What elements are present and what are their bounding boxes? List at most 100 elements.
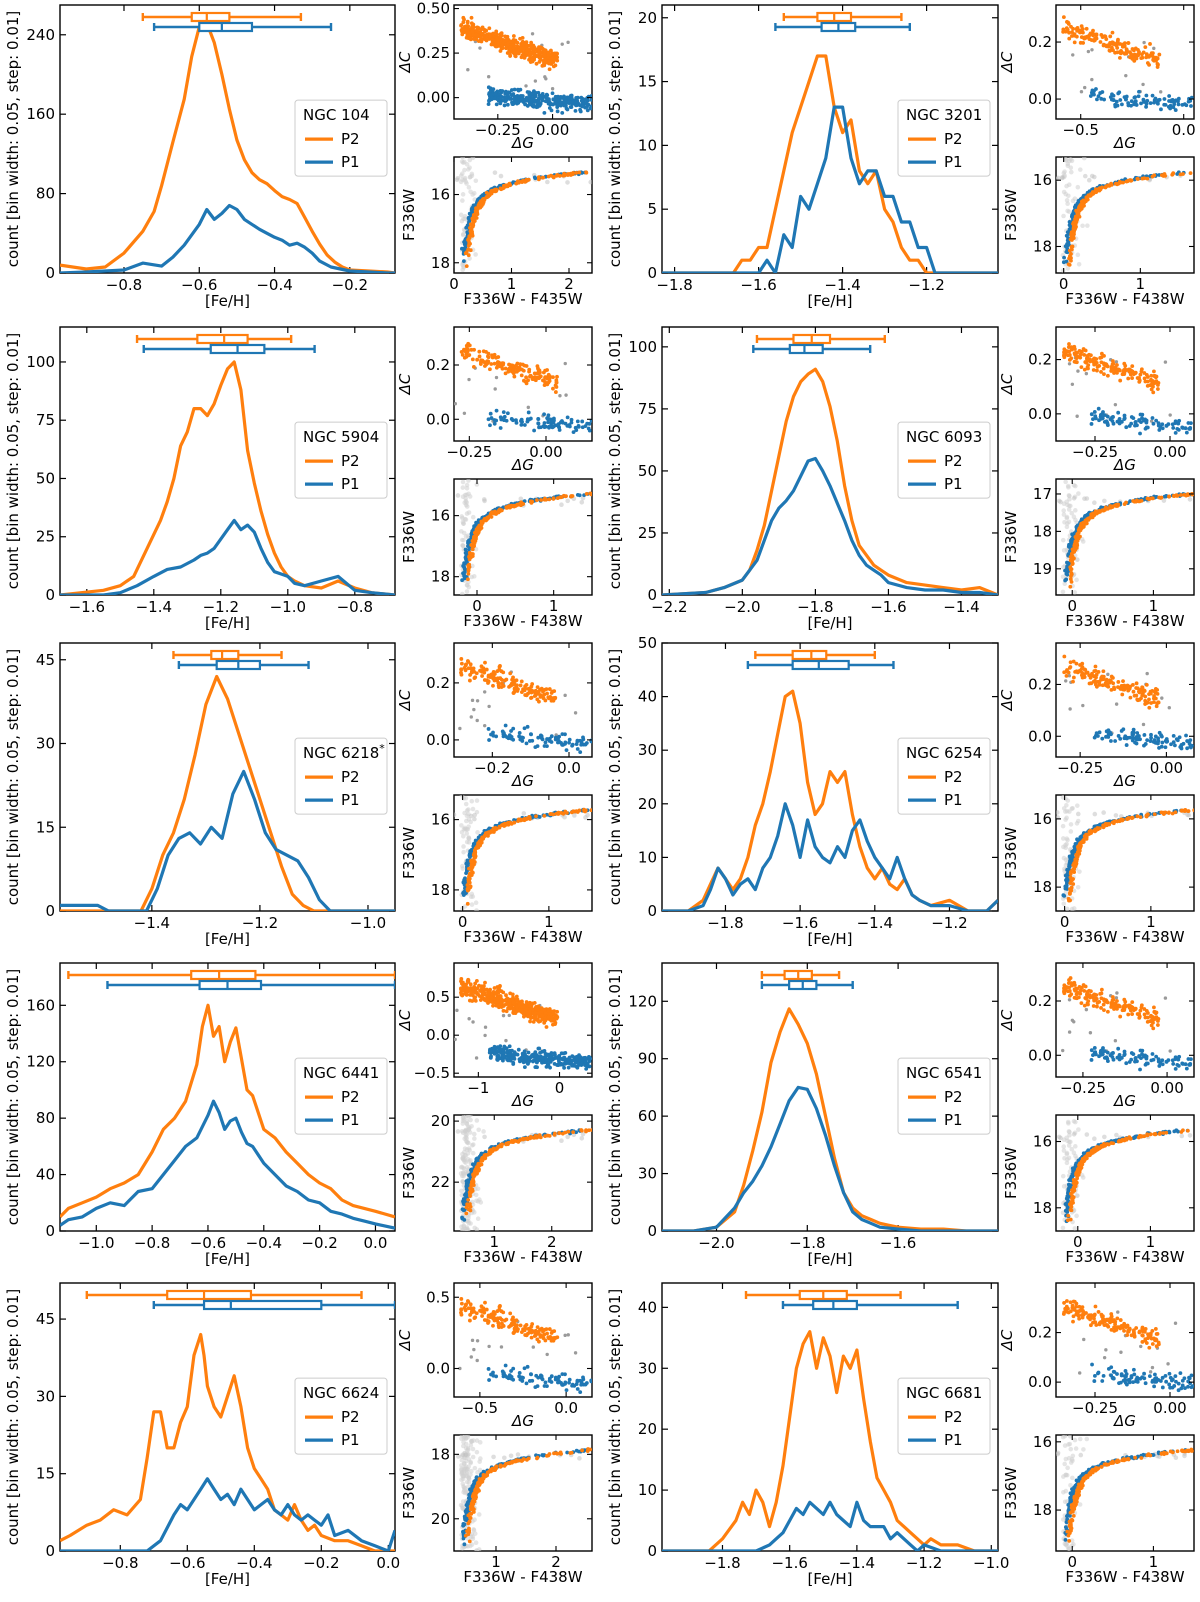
x-tick-label: −1.8: [789, 1234, 825, 1252]
x-axis-label: F336W - F438W: [463, 612, 582, 630]
chromosome-map-axes: [1055, 326, 1195, 442]
y-tick-label: 0.0: [1028, 727, 1052, 745]
panel-ngc-6441: −1.0 −0.8 −0.6 −0.4 −0.2 0.004080120160[Fe/H]…: [4, 962, 593, 1268]
x-tick-label: −0.5: [1062, 121, 1098, 139]
y-axis-label: F336W: [400, 1467, 418, 1519]
y-tick-label: 0: [45, 902, 55, 920]
x-tick-label: −1.2: [931, 914, 967, 932]
legend-title: NGC 6541: [906, 1064, 982, 1082]
x-tick-label: 1: [489, 1233, 499, 1251]
x-axis-label: ΔG: [1113, 772, 1136, 790]
boxplot-p2: [135, 333, 293, 345]
boxplot-p1: [781, 1299, 959, 1311]
legend-label-p2: P2: [341, 1088, 360, 1106]
y-axis-label: count [bin width: 0.05, step: 0.01]: [4, 649, 22, 906]
legend-label-p2: P2: [944, 1088, 963, 1106]
boxplot-p2: [754, 649, 876, 661]
y-tick-label: 30: [638, 1165, 657, 1183]
legend-title: NGC 6254: [906, 744, 982, 762]
histogram-axes: [661, 326, 999, 596]
x-tick-label: 0.0: [554, 1399, 578, 1417]
y-axis-label: count [bin width: 0.05, step: 0.01]: [606, 333, 624, 590]
y-tick-label: 22: [431, 1173, 450, 1191]
y-axis-label: F336W: [400, 511, 418, 563]
series-line-p2: [60, 674, 395, 911]
x-axis-label: ΔG: [1113, 456, 1136, 474]
legend: NGC 6541 P2 P1: [897, 1057, 991, 1135]
legend-title: NGC 6441: [303, 1064, 379, 1082]
x-tick-label: −0.25: [1057, 759, 1103, 777]
x-tick-label: 0.00: [1153, 1399, 1186, 1417]
boxplot-p2: [782, 11, 903, 23]
y-tick-label: 30: [36, 735, 55, 753]
x-tick-label: 2: [551, 1553, 561, 1571]
x-tick-label: 0: [472, 597, 482, 615]
histogram-axes: [661, 4, 999, 274]
x-tick-label: −1.4: [839, 1554, 875, 1572]
x-tick-label: 0.00: [1150, 759, 1183, 777]
x-axis-label: [Fe/H]: [807, 930, 852, 948]
boxplot-p2: [67, 969, 395, 981]
x-tick-label: −0.8: [337, 598, 373, 616]
x-tick-label: −0.25: [1072, 443, 1118, 461]
y-axis-label: F336W: [1002, 827, 1020, 879]
y-tick-label: 80: [36, 1109, 55, 1127]
y-tick-label: 240: [26, 26, 55, 44]
boxplot-p2: [172, 649, 283, 661]
chromosome-map-points: [458, 657, 592, 755]
x-axis-label: [Fe/H]: [807, 292, 852, 310]
x-tick-label: −1.8: [656, 276, 692, 294]
x-tick-label: −1.0: [973, 1554, 1009, 1572]
legend-title: NGC 6218*: [303, 742, 385, 762]
y-tick-label: 0: [45, 1542, 55, 1560]
y-tick-label: 80: [36, 185, 55, 203]
x-tick-label: 1: [544, 913, 554, 931]
panel-ngc-6681: −1.8 −1.6 −1.4 −1.2 −1.0010203040[Fe/H]count…: [606, 1282, 1195, 1588]
histogram-axes: [661, 1282, 999, 1552]
x-tick-label: 0: [458, 913, 468, 931]
x-tick-label: −1.8: [704, 1554, 740, 1572]
x-tick-label: 0.0: [376, 1554, 400, 1572]
y-tick-label: 10: [638, 848, 657, 866]
x-axis-label: F336W - F438W: [1065, 1568, 1184, 1586]
x-axis-label: F336W - F438W: [1065, 1248, 1184, 1266]
cmd-points: [1056, 795, 1194, 911]
legend: NGC 6093 P2 P1: [897, 421, 991, 499]
y-tick-label: 0.0: [1028, 1046, 1052, 1064]
y-axis-label: count [bin width: 0.05, step: 0.01]: [4, 1289, 22, 1546]
y-tick-label: 18: [1033, 237, 1052, 255]
y-axis-label: ΔC: [998, 689, 1016, 711]
legend: NGC 6441 P2 P1: [294, 1057, 388, 1135]
legend-title: NGC 104: [303, 106, 370, 124]
boxplot-p1: [760, 979, 854, 991]
y-tick-label: 17: [1033, 485, 1052, 503]
y-tick-label: 0: [647, 586, 657, 604]
cmd-axes: [1055, 1434, 1195, 1552]
series-line-p2: [60, 1003, 395, 1219]
chromosome-map-axes: [453, 1282, 593, 1398]
x-tick-label: −1.4: [136, 598, 172, 616]
y-tick-label: 18: [431, 254, 450, 272]
legend-label-p1: P1: [944, 475, 963, 493]
x-tick-label: −0.2: [303, 1554, 339, 1572]
x-axis-label: F336W - F438W: [463, 928, 582, 946]
y-axis-label: count [bin width: 0.05, step: 0.01]: [4, 11, 22, 268]
y-axis-label: F336W: [400, 1147, 418, 1199]
legend-label-p2: P2: [944, 1408, 963, 1426]
x-axis-label: [Fe/H]: [807, 1250, 852, 1268]
y-axis-label: ΔC: [998, 373, 1016, 395]
y-tick-label: 0.2: [1028, 33, 1052, 51]
legend-label-p1: P1: [944, 791, 963, 809]
y-tick-label: 10: [638, 1481, 657, 1499]
y-tick-label: 18: [1033, 522, 1052, 540]
x-tick-label: −1.6: [69, 598, 105, 616]
y-axis-label: F336W: [1002, 511, 1020, 563]
y-tick-label: 160: [26, 105, 55, 123]
x-tick-label: −0.25: [1060, 1079, 1106, 1097]
x-tick-label: 2: [564, 275, 574, 293]
x-axis-label: [Fe/H]: [205, 292, 250, 310]
legend: NGC 6254 P2 P1: [897, 737, 991, 815]
y-tick-label: −0.5: [414, 1064, 450, 1082]
